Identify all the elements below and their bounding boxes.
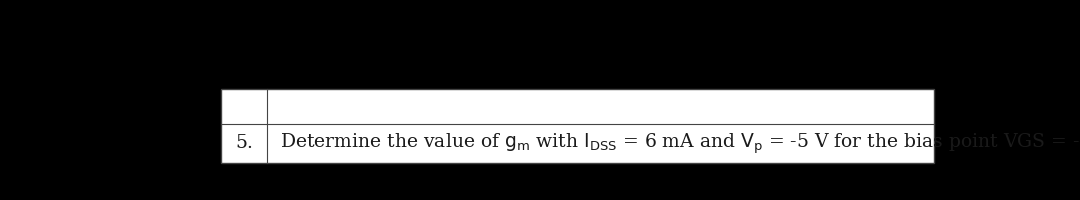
Text: 5.: 5. <box>235 134 253 152</box>
Text: Determine the value of $\mathrm{g_m}$ with $\mathrm{I_{DSS}}$ = 6 mA and $\mathr: Determine the value of $\mathrm{g_m}$ wi… <box>280 131 1080 156</box>
Bar <box>221 89 934 163</box>
